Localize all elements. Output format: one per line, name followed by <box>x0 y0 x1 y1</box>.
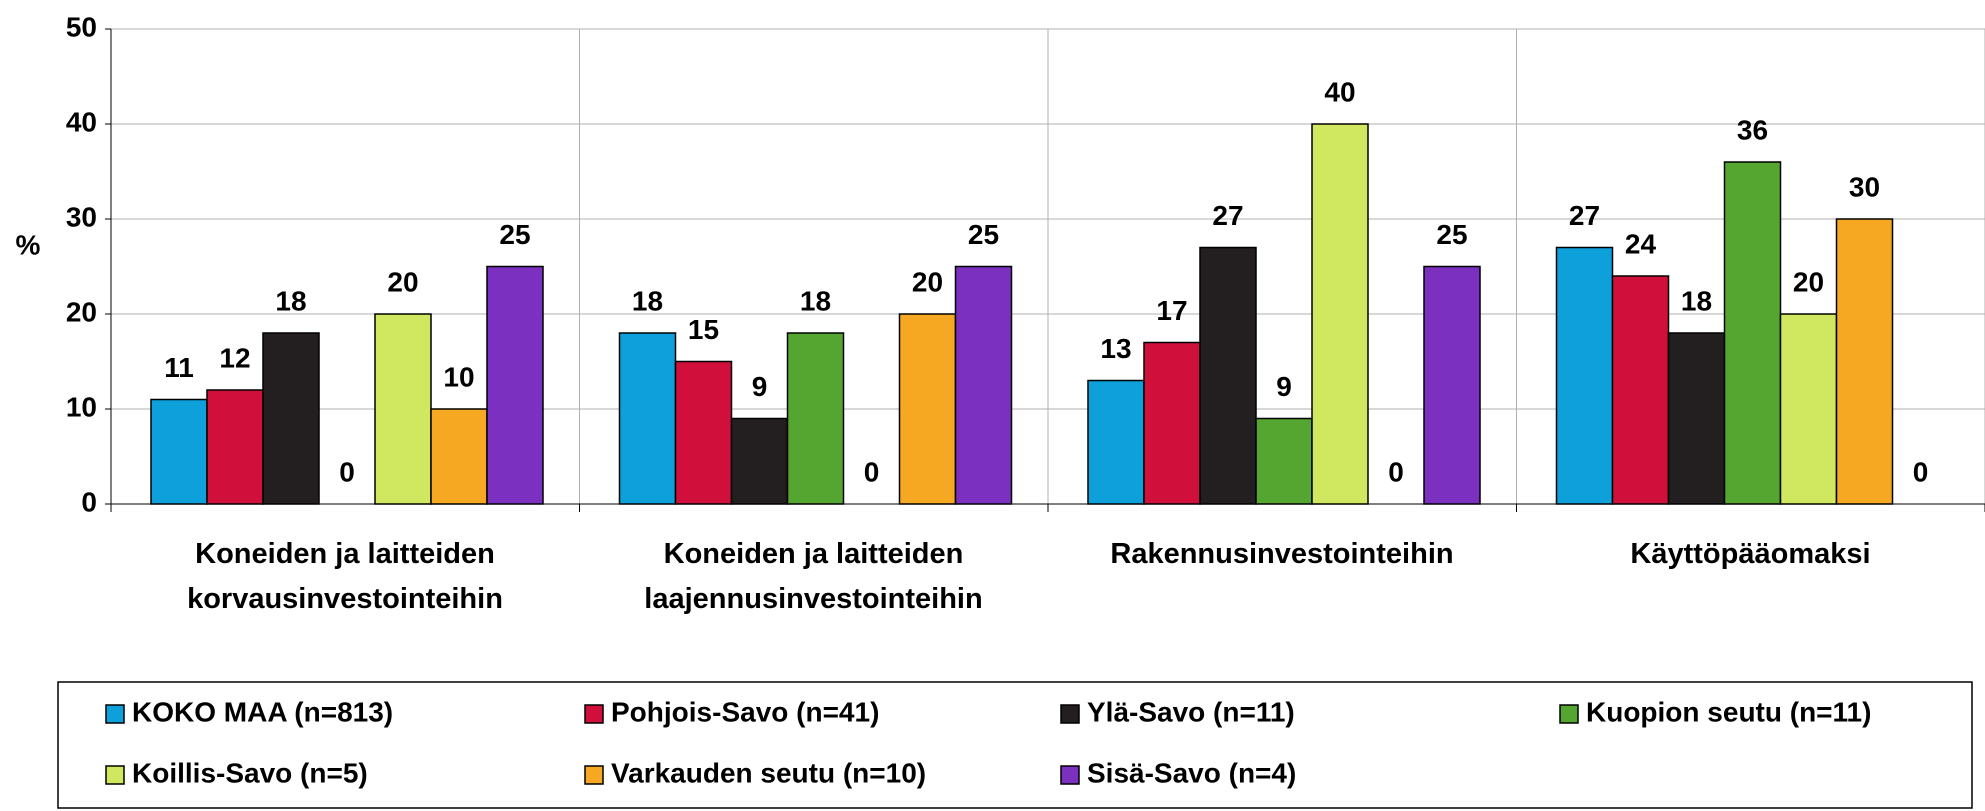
legend-label: Kuopion seutu (n=11) <box>1586 696 1871 727</box>
bar <box>786 332 845 505</box>
data-label: 15 <box>688 314 719 345</box>
bar <box>150 398 208 505</box>
y-axis-label: % <box>16 229 41 260</box>
bar <box>1723 161 1782 505</box>
legend-label: Sisä-Savo (n=4) <box>1087 757 1296 788</box>
bar <box>1555 246 1614 505</box>
data-label: 25 <box>968 219 999 250</box>
bar <box>1423 265 1481 505</box>
data-label: 18 <box>1681 285 1712 316</box>
legend-swatch <box>1559 704 1579 724</box>
data-label: 20 <box>387 266 418 297</box>
data-label: 17 <box>1156 295 1187 326</box>
x-tick-label: Koneiden ja laitteiden korvausinvestoint… <box>187 538 503 615</box>
legend-label: Koillis-Savo (n=5) <box>132 757 368 788</box>
bar <box>430 408 488 505</box>
bar <box>486 265 544 505</box>
data-label: 20 <box>1793 266 1824 297</box>
data-label: 20 <box>912 266 943 297</box>
bar <box>954 265 1013 505</box>
bar <box>730 417 789 505</box>
bar <box>206 389 264 505</box>
data-label: 27 <box>1569 200 1600 231</box>
legend-box <box>57 681 1973 809</box>
bar <box>1087 379 1145 505</box>
bar <box>674 360 733 505</box>
x-tick-label: Koneiden ja laitteiden laajennusinvestoi… <box>644 538 983 615</box>
data-label: 13 <box>1100 333 1131 364</box>
data-label: 0 <box>864 456 880 487</box>
data-label: 18 <box>632 285 663 316</box>
y-tick-label: 20 <box>66 296 97 327</box>
data-label: 24 <box>1625 228 1657 259</box>
x-tick-label: Käyttöpääomaksi <box>1630 538 1871 570</box>
y-tick-label: 50 <box>66 11 97 42</box>
x-tick-label: Rakennusinvestointeihin <box>1110 538 1454 570</box>
y-tick-label: 10 <box>66 391 97 422</box>
bar <box>618 332 677 505</box>
legend-swatch <box>1060 765 1080 785</box>
bar <box>1255 417 1313 505</box>
data-label: 0 <box>1388 456 1404 487</box>
bar <box>1311 123 1369 505</box>
data-label: 18 <box>800 285 831 316</box>
y-tick-label: 30 <box>66 201 97 232</box>
data-label: 18 <box>275 285 306 316</box>
legend-swatch <box>584 704 604 724</box>
data-label: 12 <box>219 342 250 373</box>
legend-label: Pohjois-Savo (n=41) <box>611 696 879 727</box>
data-label: 25 <box>1436 219 1467 250</box>
data-label: 36 <box>1737 114 1768 145</box>
bar <box>262 332 320 505</box>
legend-swatch <box>584 765 604 785</box>
bar <box>1199 246 1257 505</box>
legend-label: Varkauden seutu (n=10) <box>611 757 926 788</box>
y-tick-label: 40 <box>66 106 97 137</box>
data-label: 25 <box>499 219 530 250</box>
legend-label: Ylä-Savo (n=11) <box>1087 696 1295 727</box>
legend-label: KOKO MAA (n=813) <box>132 696 393 727</box>
data-label: 9 <box>1276 371 1292 402</box>
bar <box>898 313 957 505</box>
legend-swatch <box>105 704 125 724</box>
legend-swatch <box>105 765 125 785</box>
data-label: 10 <box>443 361 474 392</box>
data-label: 11 <box>164 352 194 383</box>
data-label: 9 <box>752 371 768 402</box>
data-label: 0 <box>339 456 355 487</box>
bar <box>1835 218 1894 505</box>
legend-swatch <box>1060 704 1080 724</box>
bar <box>1779 313 1838 505</box>
y-tick-label: 0 <box>81 486 97 517</box>
bar <box>1611 275 1670 505</box>
bar <box>374 313 432 505</box>
data-label: 30 <box>1849 171 1880 202</box>
bar <box>1667 332 1726 505</box>
data-label: 27 <box>1212 200 1243 231</box>
bar <box>1143 341 1201 505</box>
data-label: 40 <box>1324 76 1355 107</box>
data-label: 0 <box>1913 456 1929 487</box>
